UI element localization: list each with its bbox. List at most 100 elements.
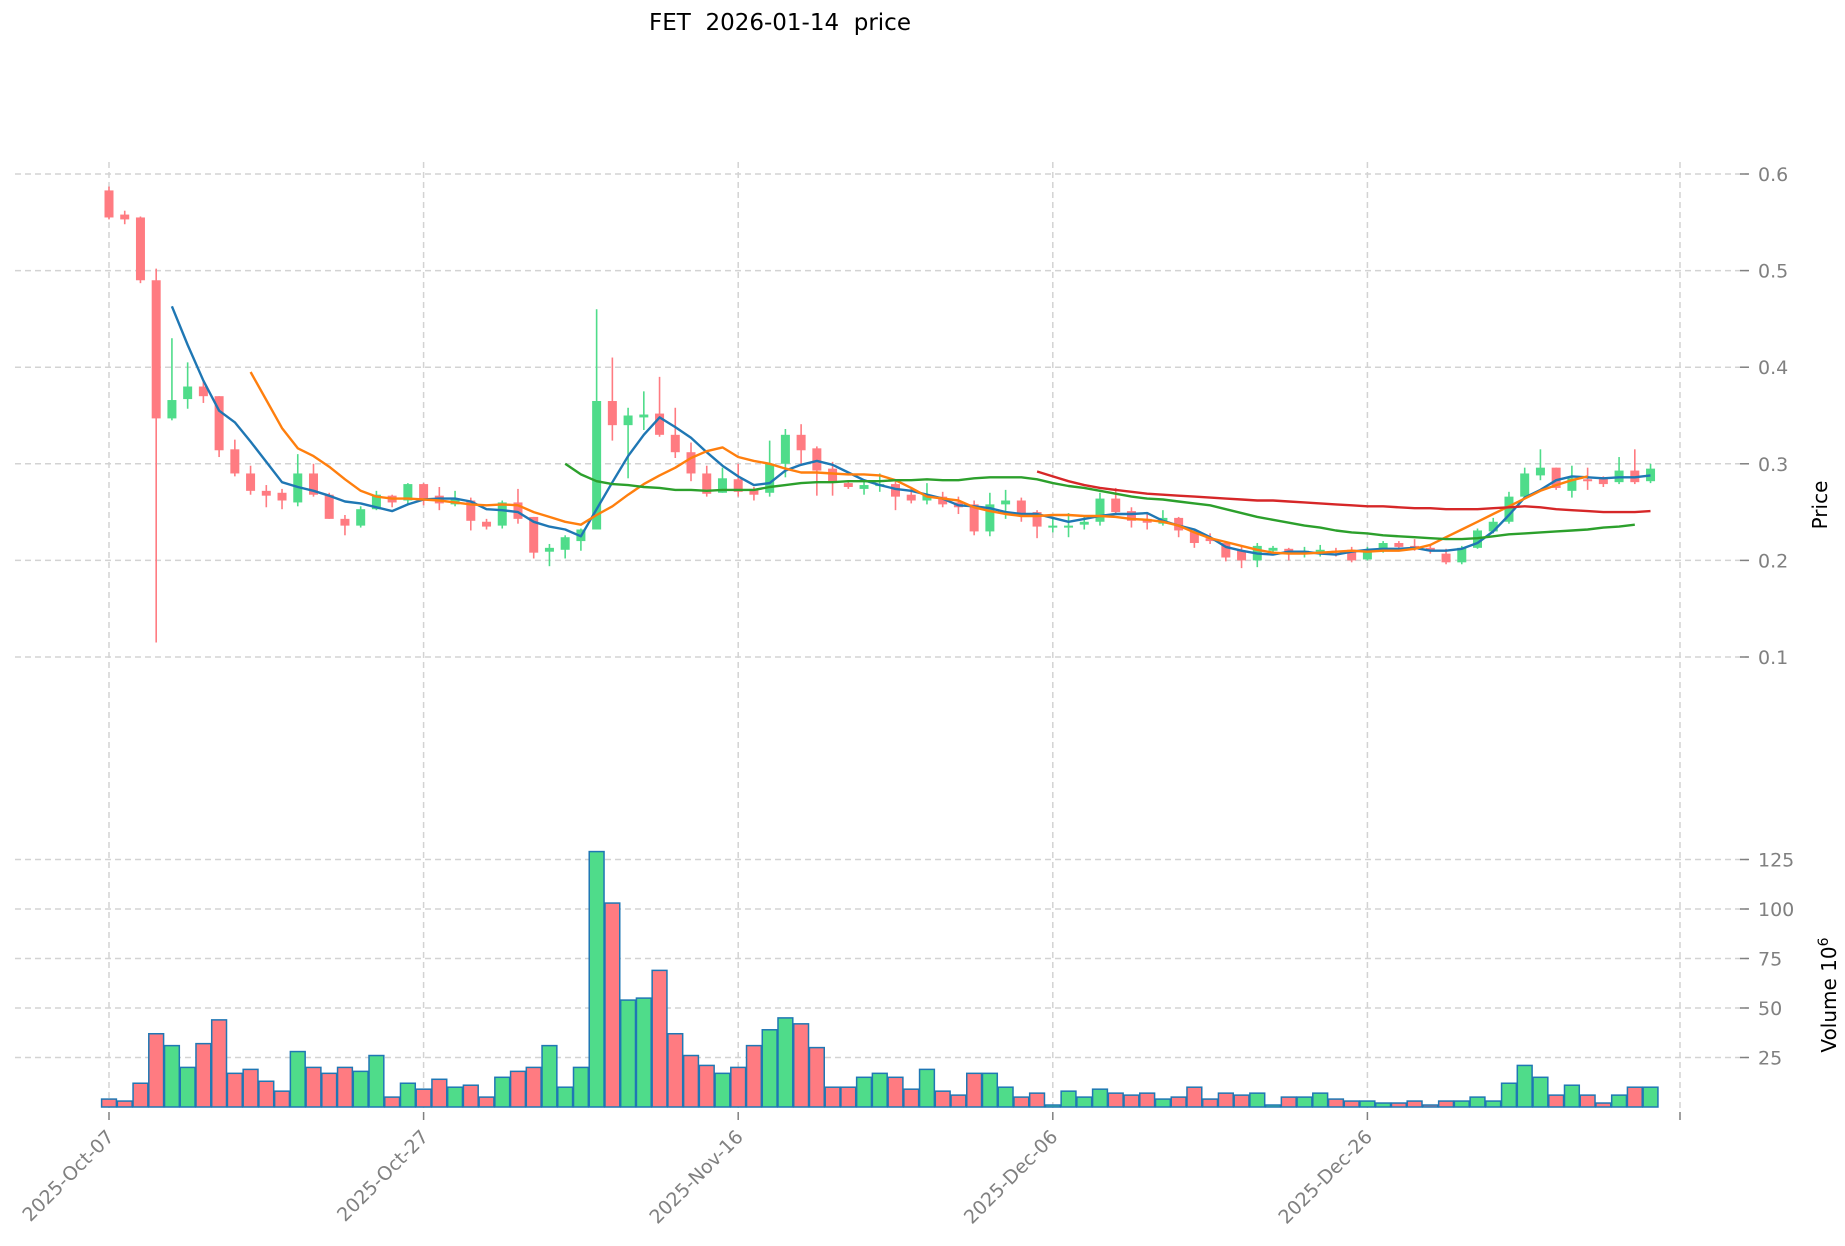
volume-bar — [179, 1066, 196, 1108]
volume-bar — [1469, 1096, 1486, 1108]
volume-bar — [981, 1072, 999, 1108]
volume-bar — [1422, 1104, 1439, 1108]
date-tick-label: 2025-Dec-26 — [1274, 1126, 1377, 1229]
volume-bar — [792, 1023, 810, 1108]
candle-body — [1032, 512, 1042, 527]
candle-body — [419, 484, 429, 500]
volume-bar — [1186, 1086, 1203, 1108]
candle-body — [717, 478, 727, 493]
candle-body — [1535, 467, 1545, 476]
volume-bar — [1044, 1104, 1061, 1108]
candle-body — [497, 502, 507, 526]
volume-bar — [871, 1072, 888, 1108]
candle-body — [906, 494, 916, 501]
volume-bar — [462, 1084, 479, 1108]
candle-body — [1378, 543, 1388, 551]
price-tick-label: 0.3 — [1758, 454, 1788, 476]
volume-bar — [1280, 1096, 1297, 1108]
volume-bar — [258, 1080, 275, 1108]
volume-bar — [1107, 1092, 1124, 1108]
candle-body — [1347, 549, 1357, 561]
volume-bar — [509, 1070, 527, 1108]
volume-bar — [604, 902, 621, 1108]
candle-body — [1001, 500, 1011, 505]
volume-bar — [273, 1090, 291, 1108]
candle-body — [529, 516, 539, 553]
volume-bar — [1170, 1096, 1187, 1108]
volume-bar — [195, 1042, 212, 1108]
volume-bar — [714, 1072, 731, 1108]
candle-body — [780, 434, 790, 464]
candle-body — [1520, 473, 1530, 497]
volume-bar — [1390, 1102, 1408, 1108]
volume-bar — [321, 1072, 338, 1108]
title-kind: price — [853, 10, 911, 36]
candle-body — [560, 537, 570, 550]
candle-body — [1048, 525, 1058, 528]
volume-tick-label: 75 — [1758, 949, 1782, 971]
candle-body — [466, 500, 476, 521]
candle-body — [308, 473, 318, 495]
volume-bar — [1249, 1092, 1266, 1108]
candle-body — [828, 468, 838, 483]
candle-body — [1268, 547, 1278, 551]
volume-bar — [1642, 1086, 1659, 1108]
volume-bar — [950, 1094, 967, 1108]
price-tick-label: 0.4 — [1758, 357, 1788, 379]
candle-body — [1315, 549, 1325, 552]
volume-bar — [777, 1017, 794, 1108]
candle-body — [1567, 478, 1577, 491]
moving-average-lines — [170, 305, 1651, 556]
candle-body — [1095, 498, 1105, 522]
candle-body — [670, 434, 680, 453]
moving-average-line — [1036, 470, 1651, 514]
volume-bar — [383, 1096, 401, 1108]
volume-bar — [494, 1076, 511, 1108]
candle-body — [1504, 496, 1514, 522]
moving-average-line — [170, 305, 1651, 556]
volume-bar — [918, 1068, 936, 1108]
volume-bar — [667, 1032, 684, 1108]
candle-body — [183, 386, 193, 400]
candle-body — [859, 485, 869, 489]
volume-bar — [572, 1066, 590, 1108]
candle-body — [1221, 543, 1231, 558]
candle-body — [938, 496, 948, 505]
volume-bar — [1343, 1100, 1360, 1108]
candle-body — [702, 473, 712, 494]
volume-bar — [619, 999, 637, 1108]
volume-bar — [1217, 1092, 1234, 1108]
moving-average-line — [249, 371, 1588, 555]
volume-bar — [1374, 1102, 1392, 1108]
candle-body — [261, 490, 271, 496]
volume-bar — [415, 1088, 432, 1108]
candle-body — [1189, 531, 1199, 544]
volume-bar — [1296, 1096, 1313, 1108]
volume-bar — [903, 1088, 920, 1108]
volume-tick-label: 125 — [1758, 850, 1794, 872]
volume-tick-label: 100 — [1758, 899, 1794, 921]
candle-body — [891, 484, 900, 497]
volume-bar — [210, 1019, 228, 1108]
candle-body — [1079, 521, 1089, 525]
volume-bar — [132, 1082, 149, 1108]
candle-body — [230, 449, 240, 474]
candle-body — [1174, 517, 1184, 531]
candle-body — [765, 463, 775, 493]
candle-body — [324, 494, 334, 519]
candle-body — [686, 452, 696, 474]
volume-bar — [1091, 1088, 1109, 1108]
volume-tick-label: 50 — [1758, 998, 1782, 1020]
volume-bar — [100, 1098, 118, 1108]
candle-body — [1457, 547, 1467, 563]
volume-bar — [1610, 1094, 1628, 1108]
volume-bar — [887, 1076, 904, 1108]
volume-bar — [1123, 1094, 1140, 1108]
candle-body — [623, 415, 633, 426]
volume-bar — [1264, 1104, 1282, 1108]
volume-bar — [1013, 1096, 1030, 1108]
date-tick-label: 2025-Nov-16 — [645, 1126, 747, 1228]
candle-body — [969, 504, 979, 532]
date-tick-label: 2025-Oct-07 — [18, 1126, 118, 1226]
volume-bar — [557, 1086, 574, 1108]
